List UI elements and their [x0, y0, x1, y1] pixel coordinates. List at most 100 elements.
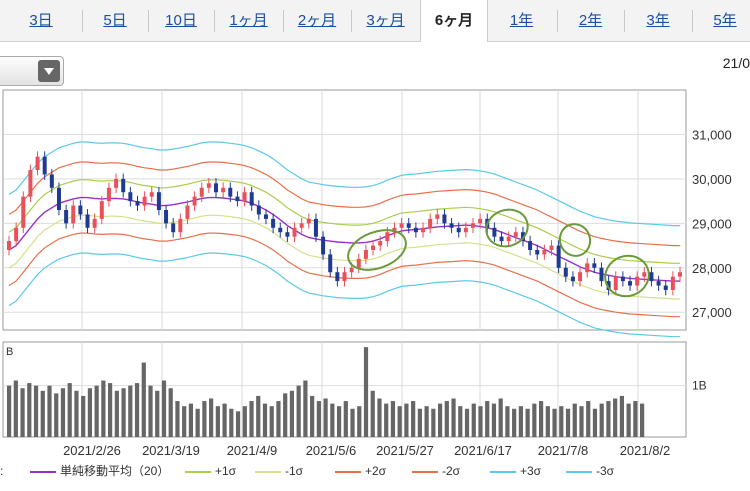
candle-body	[421, 227, 426, 233]
volume-bar	[592, 408, 598, 437]
volume-bar	[518, 406, 523, 437]
candle-body	[64, 210, 69, 224]
candle-body	[371, 245, 376, 250]
chevron-down-icon[interactable]	[38, 60, 60, 82]
candle-body	[478, 218, 483, 224]
band-plus-1sigma	[8, 179, 680, 264]
volume-bar	[155, 390, 160, 437]
y-tick-label: 31,000	[692, 127, 732, 142]
volume-bar	[619, 395, 624, 437]
volume-bar	[27, 383, 32, 437]
volume-bar	[249, 401, 254, 437]
candle-body	[399, 223, 404, 228]
tab-9[interactable]: 2年	[578, 12, 603, 29]
candle-body	[271, 218, 276, 228]
volume-bar	[81, 395, 86, 437]
volume-bar	[40, 390, 45, 437]
volume-bar	[296, 385, 301, 437]
tab-4[interactable]: 1ヶ月	[229, 12, 268, 29]
candle-body	[313, 218, 318, 237]
volume-bar	[451, 398, 456, 437]
volume-bar	[424, 406, 429, 437]
candle-body	[114, 178, 119, 188]
volume-bar	[283, 393, 288, 437]
candle-body	[606, 281, 611, 290]
tab-6[interactable]: 3ヶ月	[366, 12, 405, 29]
volume-bar	[269, 406, 274, 437]
candle-body	[92, 218, 97, 228]
candle-body	[599, 267, 604, 282]
volume-bar	[60, 388, 66, 437]
candle-body	[349, 267, 354, 273]
candle-body	[442, 214, 447, 224]
candle-body	[35, 156, 40, 170]
volume-bar	[485, 401, 490, 437]
volume-bar	[303, 380, 308, 437]
tab-1[interactable]: 3日	[29, 12, 53, 29]
candle-body	[578, 272, 583, 282]
volume-bar	[458, 406, 463, 437]
volume-tick-label: 1B	[692, 379, 707, 393]
x-tick-label: 2021/5/27	[376, 443, 434, 458]
x-tick-label: 2021/6/17	[454, 443, 512, 458]
volume-bar	[579, 406, 584, 437]
tab-5[interactable]: 2ヶ月	[297, 12, 337, 29]
volume-bar	[417, 408, 422, 437]
candle-body	[342, 272, 347, 282]
tab-divider	[692, 10, 693, 32]
tab-8[interactable]: 1年	[509, 12, 534, 29]
candle-body	[306, 218, 311, 224]
volume-bar	[478, 406, 483, 437]
volume-bar	[357, 406, 362, 437]
band-minus-1sigma	[8, 214, 680, 300]
tab-7[interactable]: 6ヶ月	[420, 0, 488, 42]
volume-bar	[444, 401, 449, 437]
candle-body	[56, 187, 61, 210]
candle-body	[542, 250, 547, 255]
volume-bar	[330, 403, 335, 437]
candle-body	[7, 241, 11, 250]
volume-bar	[202, 401, 207, 437]
candle-body	[570, 276, 575, 282]
chart-type-dropdown[interactable]	[0, 56, 64, 86]
candle-body	[235, 196, 240, 202]
tab-2[interactable]: 5日	[103, 12, 127, 29]
candle-body	[506, 236, 511, 242]
legend-swatch	[490, 470, 516, 473]
tab-3[interactable]: 10日	[165, 12, 197, 29]
tab-10[interactable]: 3年	[646, 12, 670, 29]
volume-bar	[114, 390, 119, 437]
tab-divider	[557, 10, 558, 32]
volume-bar	[538, 401, 544, 437]
tab-11[interactable]: 5年	[713, 12, 737, 29]
volume-bar	[256, 395, 261, 437]
highlight-ellipse	[347, 229, 407, 271]
volume-bar	[47, 385, 52, 437]
volume-bar	[633, 401, 638, 437]
volume-bar	[121, 388, 126, 437]
candle-body	[249, 192, 254, 206]
candle-body	[321, 236, 326, 255]
candle-body	[214, 183, 219, 193]
legend-label: +1σ	[215, 464, 237, 478]
candle-body	[449, 223, 454, 228]
legend-label: +3σ	[520, 464, 542, 478]
legend-label: 単純移動平均（20）	[60, 464, 170, 478]
volume-bar	[310, 395, 315, 437]
volume-bar	[242, 406, 247, 437]
volume-bar	[370, 390, 375, 437]
candle-body	[85, 214, 90, 228]
volume-bar	[20, 388, 25, 437]
candle-body	[670, 276, 675, 290]
legend-item: +1σ	[185, 463, 236, 479]
candle-body	[456, 227, 461, 233]
y-tick-label: 27,000	[692, 305, 732, 320]
candle-body	[499, 236, 504, 242]
volume-bar	[505, 406, 510, 437]
band-plus-3sigma	[8, 141, 680, 227]
volume-bar	[168, 388, 173, 437]
volume-bar	[262, 403, 268, 437]
volume-bar	[377, 398, 382, 437]
volume-bar	[289, 390, 295, 437]
